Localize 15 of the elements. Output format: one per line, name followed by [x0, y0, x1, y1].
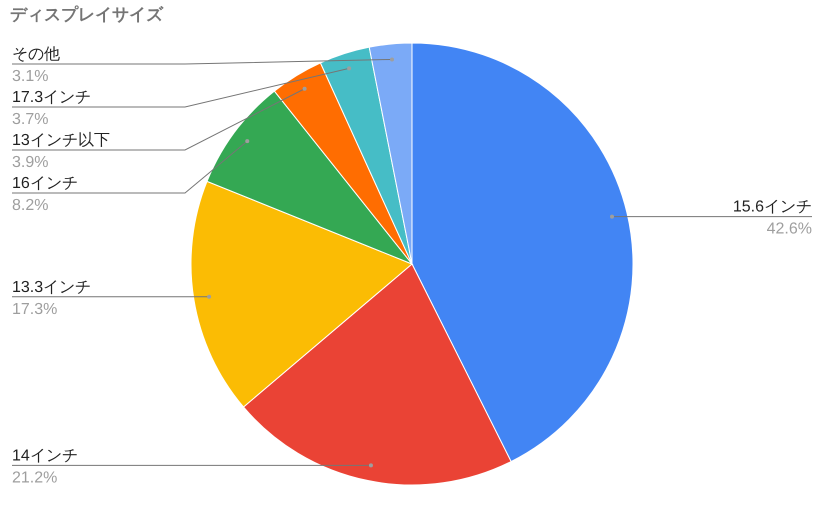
slice-label: 13.3インチ — [12, 278, 92, 296]
data-label: 21.2% — [12, 469, 58, 486]
slice-label: その他 — [12, 46, 60, 63]
data-label: 3.9% — [12, 154, 48, 171]
slice-label: 14インチ — [12, 447, 78, 464]
data-label: 17.3% — [12, 300, 58, 318]
data-label: 8.2% — [12, 197, 48, 214]
slice-label: 17.3インチ — [12, 89, 92, 106]
data-label: 3.1% — [12, 68, 48, 85]
slice-label: 16インチ — [12, 175, 78, 192]
chart-title: ディスプレイサイズ — [10, 5, 164, 24]
slice-label: 15.6インチ — [732, 198, 812, 216]
data-label: 42.6% — [766, 220, 812, 238]
data-label: 3.7% — [12, 111, 48, 128]
slice-label: 13インチ以下 — [12, 131, 110, 149]
